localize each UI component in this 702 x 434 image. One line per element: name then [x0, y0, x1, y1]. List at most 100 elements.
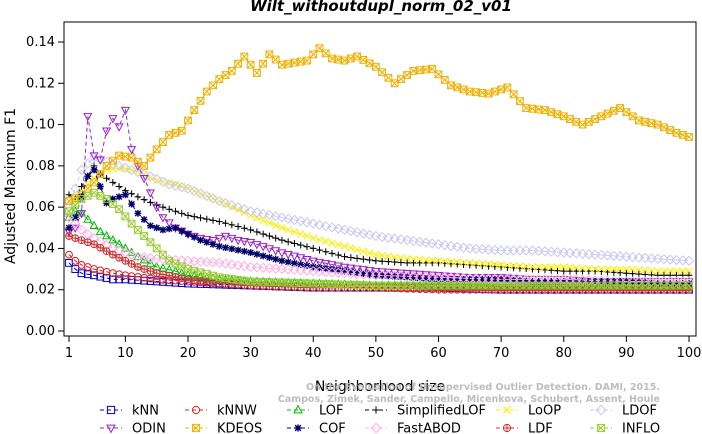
data-point [547, 266, 555, 274]
data-point [472, 88, 480, 97]
data-point [70, 206, 80, 215]
data-point [409, 67, 418, 75]
data-point [597, 281, 606, 290]
data-point [572, 264, 581, 272]
data-point [610, 107, 618, 115]
data-point [89, 152, 99, 161]
data-point [534, 105, 543, 114]
data-point [466, 87, 474, 96]
data-point [190, 213, 198, 221]
data-point [203, 238, 211, 246]
data-point [209, 240, 217, 248]
data-point [140, 196, 148, 203]
data-point [559, 281, 568, 290]
data-point [484, 281, 493, 290]
data-point [253, 282, 261, 290]
data-point [609, 281, 618, 290]
data-point [284, 238, 292, 246]
data-point [365, 59, 374, 68]
data-point [320, 221, 331, 232]
data-point [293, 404, 303, 414]
data-point [658, 254, 670, 265]
data-point [522, 281, 531, 290]
data-point [226, 259, 237, 270]
data-point [503, 424, 511, 432]
data-point [340, 56, 349, 65]
data-point [70, 218, 81, 229]
data-point [84, 184, 92, 193]
data-point [115, 193, 123, 201]
data-point [228, 202, 236, 211]
data-point [416, 274, 424, 282]
data-point [278, 60, 286, 69]
data-point [415, 281, 424, 290]
series-line-fastabod [68, 217, 689, 282]
legend-item-knn: kNN [100, 404, 159, 419]
data-point [666, 281, 674, 290]
data-point [196, 268, 205, 277]
data-point [566, 115, 574, 123]
data-point [370, 422, 382, 434]
data-point [78, 193, 85, 201]
data-point [88, 152, 100, 163]
data-point [351, 268, 363, 280]
data-point [685, 133, 693, 141]
data-point [240, 224, 248, 232]
data-point [340, 242, 349, 251]
data-point [140, 265, 148, 273]
data-point [209, 271, 217, 280]
data-point [303, 279, 311, 288]
data-point [234, 246, 242, 254]
data-point [466, 281, 474, 290]
data-point [159, 250, 167, 259]
data-point [422, 275, 430, 282]
data-point [115, 183, 123, 190]
data-point [679, 286, 687, 294]
data-point [83, 113, 93, 122]
data-point [378, 68, 387, 77]
data-point [465, 87, 474, 96]
data-point [485, 275, 492, 283]
data-point [622, 265, 631, 273]
data-point [672, 129, 681, 137]
data-point [209, 81, 217, 90]
data-point [334, 55, 343, 64]
data-point [679, 280, 687, 287]
data-point [547, 278, 555, 285]
data-point [673, 286, 680, 294]
data-point [397, 273, 405, 281]
data-point [635, 286, 643, 294]
data-point [76, 224, 87, 235]
data-point [403, 71, 412, 79]
data-point [252, 69, 261, 77]
data-point [214, 234, 224, 244]
data-point [648, 279, 655, 287]
data-point [622, 108, 631, 116]
data-point [616, 265, 624, 273]
data-point [378, 257, 386, 265]
data-point [571, 248, 582, 259]
data-point [572, 118, 581, 126]
legend-label: FastABOD [397, 422, 461, 434]
data-point [603, 265, 612, 273]
series-line-loop [68, 167, 689, 272]
data-point [428, 65, 436, 73]
data-point [234, 59, 242, 68]
data-point [453, 281, 462, 290]
data-point [441, 76, 449, 84]
data-point [585, 118, 593, 126]
data-point [271, 247, 281, 256]
data-point [347, 268, 355, 276]
data-point [209, 81, 217, 90]
data-point [207, 257, 219, 268]
data-point [271, 55, 280, 64]
data-point [564, 247, 576, 259]
data-point [108, 275, 117, 284]
data-point [552, 247, 563, 258]
data-point [228, 245, 236, 253]
data-point [234, 59, 242, 68]
data-point [403, 259, 411, 267]
y-tick-label: 0.14 [26, 35, 55, 50]
data-point [347, 244, 355, 252]
data-point [147, 198, 154, 206]
